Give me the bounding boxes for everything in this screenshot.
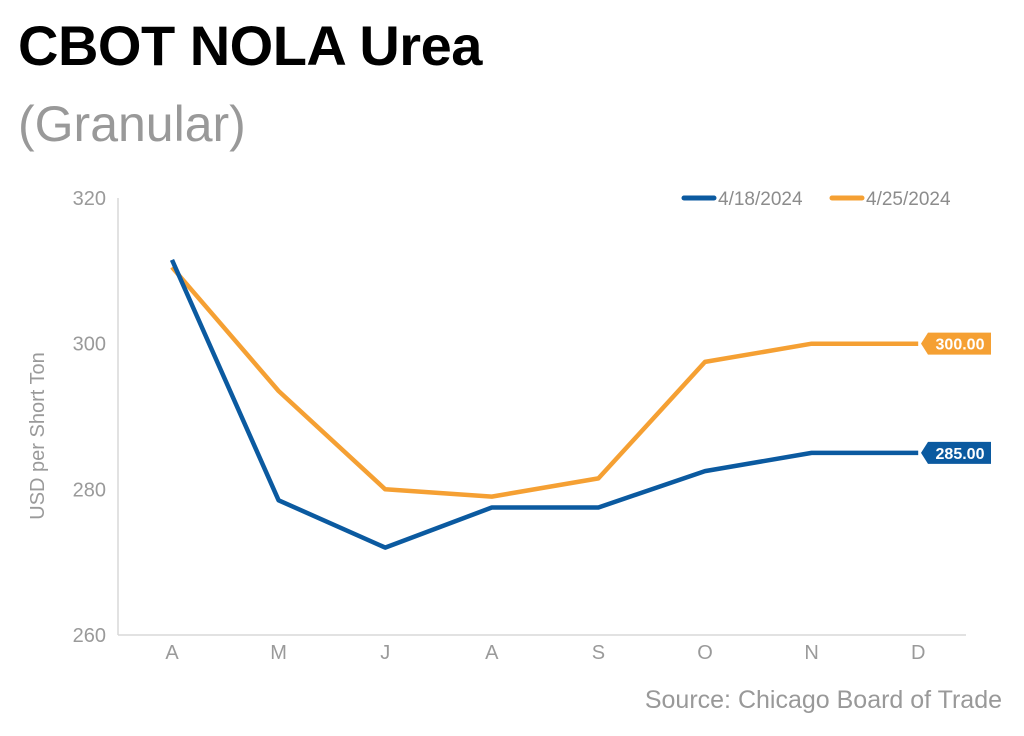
end-label-value-1: 285.00: [936, 446, 985, 463]
x-tick-label: O: [697, 642, 713, 664]
x-tick-label: D: [911, 642, 925, 664]
end-label-value-2: 300.00: [936, 337, 985, 354]
x-tick-label: N: [804, 642, 818, 664]
series-line-2: [170, 265, 919, 499]
y-axis-label: USD per Short Ton: [27, 352, 49, 520]
chart-subtitle: (Granular): [18, 96, 246, 152]
y-tick-label: 320: [73, 188, 106, 210]
end-label-tag-1: [921, 441, 991, 464]
x-tick-label: A: [485, 642, 499, 664]
x-tick-label: M: [270, 642, 287, 664]
series-line-1: [169, 258, 919, 550]
legend-label-1: 4/18/2024: [718, 189, 803, 210]
y-tick-label: 300: [73, 334, 106, 356]
y-tick-label: 260: [73, 625, 106, 647]
x-tick-label: S: [592, 642, 605, 664]
end-label-tag-2: [921, 332, 991, 355]
y-tick-label: 280: [73, 479, 106, 501]
x-tick-label: A: [165, 642, 179, 664]
legend-label-2: 4/25/2024: [866, 189, 951, 210]
source-note: Source: Chicago Board of Trade: [644, 686, 1002, 714]
x-tick-label: J: [380, 642, 390, 664]
chart-title: CBOT NOLA Urea: [18, 14, 482, 77]
